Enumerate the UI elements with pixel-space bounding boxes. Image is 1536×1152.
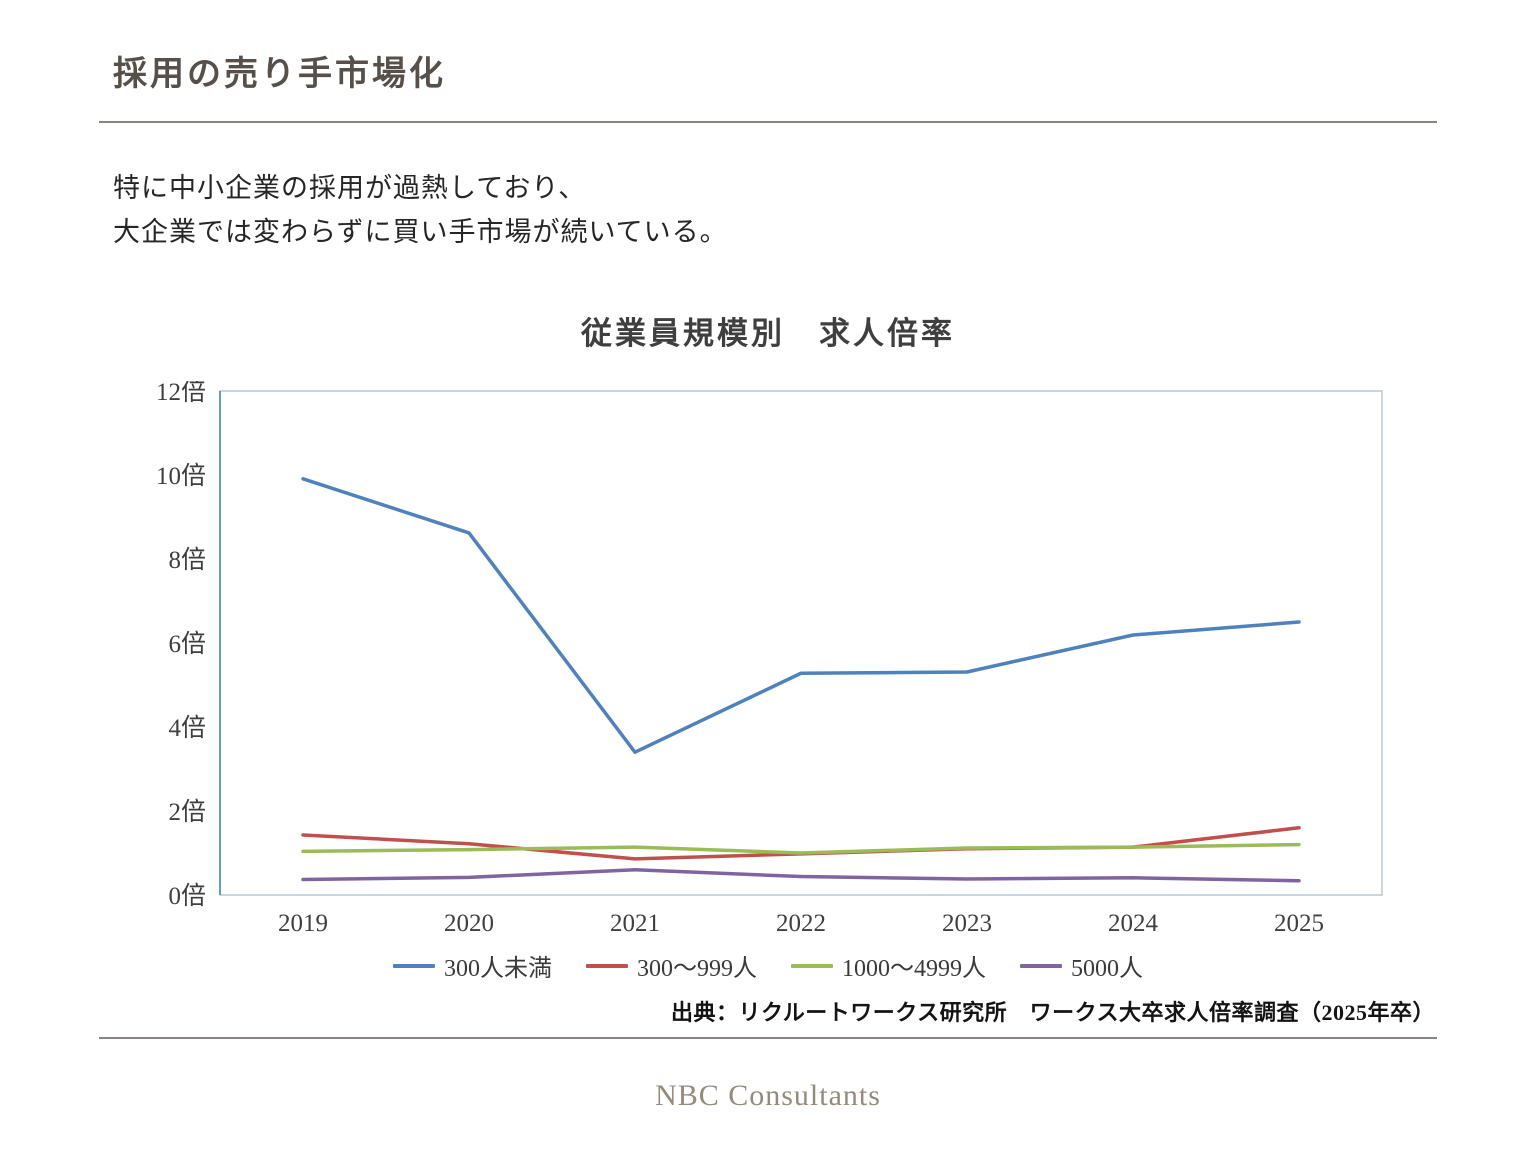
- y-tick-label: 4倍: [168, 714, 206, 742]
- y-tick-label: 2倍: [168, 798, 206, 826]
- y-tick-label: 8倍: [168, 546, 206, 574]
- y-tick-label: 6倍: [168, 630, 206, 658]
- body-line-1: 特に中小企業の採用が過熱しており、: [113, 173, 587, 203]
- x-tick-label: 2025: [1274, 910, 1324, 937]
- legend-label: 1000～4999人: [842, 956, 986, 983]
- source-note: 出典：リクルートワークス研究所 ワークス大卒求人倍率調査（2025年卒）: [670, 1000, 1435, 1026]
- legend-swatch: [1020, 963, 1062, 968]
- top-divider: [99, 121, 1437, 123]
- legend-item: 5000人: [1020, 948, 1143, 983]
- legend-swatch: [586, 963, 628, 968]
- legend-label: 5000人: [1071, 956, 1143, 983]
- line-chart: 0倍 2倍 4倍 6倍 8倍 10倍 12倍 2019 2020 2021 2022 2023 2024…: [138, 378, 1398, 948]
- page-title: 採用の売り手市場化: [113, 56, 446, 93]
- chart-title: 従業員規模別 求人倍率: [581, 316, 955, 352]
- bottom-divider: [99, 1037, 1437, 1040]
- legend-label: 300～999人: [637, 956, 757, 983]
- legend-item: 1000～4999人: [791, 948, 986, 983]
- x-tick-label: 2023: [942, 910, 992, 937]
- chart-canvas: 0倍 2倍 4倍 6倍 8倍 10倍 12倍 2019 2020 2021 2022 2023 2024…: [156, 378, 1383, 937]
- x-tick-label: 2021: [610, 910, 660, 937]
- series-line-5000人: [301, 868, 1301, 883]
- chart-legend: 300人未満 300～999人 1000～4999人 5000人: [99, 948, 1437, 983]
- y-tick-label: 10倍: [156, 462, 206, 490]
- y-tick-label: 0倍: [168, 882, 206, 910]
- series-line-1000～4999人: [301, 843, 1301, 856]
- body-line-2: 大企業では変わらずに買い手市場が続いている。: [113, 216, 728, 247]
- y-tick-label: 12倍: [156, 381, 206, 406]
- legend-swatch: [393, 963, 435, 968]
- legend-item: 300～999人: [586, 948, 757, 983]
- body-text: 特に中小企業の採用が過熱しており、 大企業では変わらずに買い手市場が続いている。: [113, 167, 1437, 254]
- x-tick-label: 2022: [776, 910, 826, 937]
- legend-label: 300人未満: [444, 956, 552, 983]
- x-tick-label: 2024: [1108, 910, 1159, 937]
- company-name: NBC Consultants: [655, 1079, 881, 1113]
- legend-item: 300人未満: [393, 948, 552, 983]
- plot-border: [219, 390, 1383, 897]
- series-line-300人未満: [301, 477, 1301, 755]
- x-tick-label: 2020: [444, 910, 494, 937]
- legend-swatch: [791, 963, 833, 968]
- x-tick-label: 2019: [278, 910, 328, 937]
